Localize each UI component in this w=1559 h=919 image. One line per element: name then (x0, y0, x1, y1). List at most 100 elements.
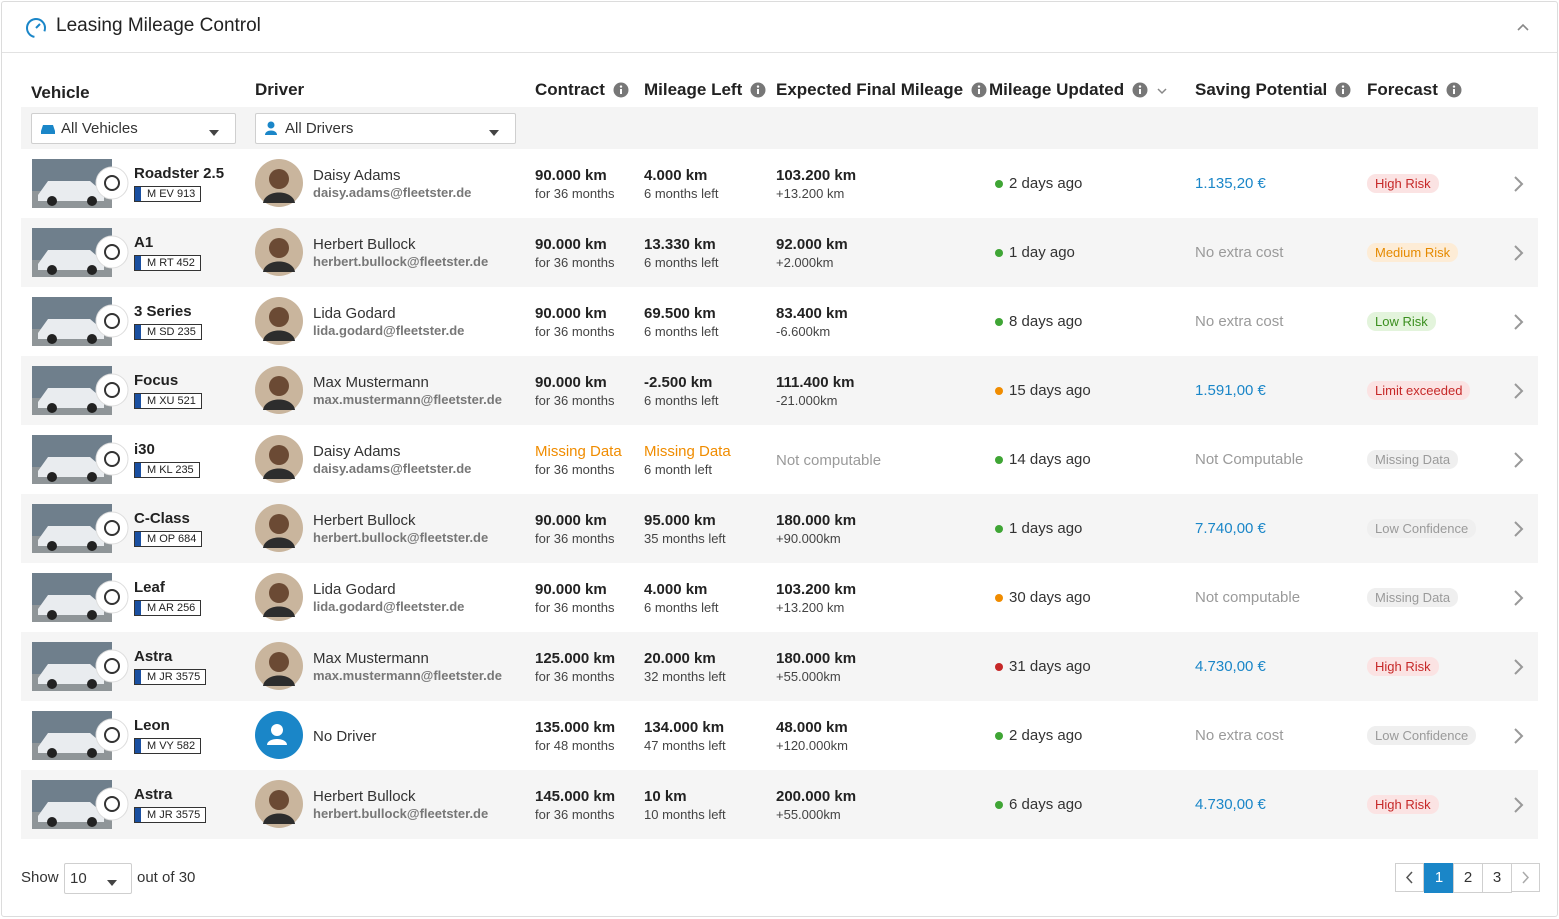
saving-potential: No extra cost (1195, 313, 1284, 330)
value-main: 4.000 km (644, 581, 708, 598)
brand-logo (95, 511, 129, 545)
driver-email: herbert.bullock@fleetster.de (313, 530, 489, 545)
driver-name: Max Mustermann (313, 374, 429, 391)
value-main: 90.000 km (535, 374, 607, 391)
plate-strip (135, 601, 141, 615)
forecast-badge: Missing Data (1367, 450, 1459, 469)
column-header: Forecast (1367, 80, 1438, 99)
value-main: 111.400 km (776, 374, 855, 391)
driver-avatar (255, 435, 303, 483)
filter-dropdown[interactable]: All Vehicles (31, 113, 236, 144)
value-sub: for 36 months (535, 531, 615, 546)
page-button[interactable]: 3 (1482, 863, 1512, 893)
page-button[interactable]: 2 (1453, 863, 1483, 893)
row-chevron[interactable] (1511, 175, 1525, 193)
total-label: out of 30 (137, 869, 196, 886)
updated-text: 1 day ago (1009, 244, 1075, 261)
row-chevron[interactable] (1511, 244, 1525, 262)
value-main: 90.000 km (535, 236, 607, 253)
forecast-badge: Limit exceeded (1367, 381, 1471, 400)
value-sub: 35 months left (644, 531, 726, 546)
driver-avatar (255, 504, 303, 552)
info-icon (750, 82, 766, 98)
brand-logo (95, 304, 129, 338)
prev-page[interactable] (1395, 863, 1424, 892)
column-header: Saving Potential (1195, 80, 1328, 99)
next-page[interactable] (1511, 863, 1540, 892)
brand-logo (95, 442, 129, 476)
driver-email: herbert.bullock@fleetster.de (313, 806, 489, 821)
panel-title: Leasing Mileage Control (56, 15, 261, 36)
brand-logo (95, 580, 129, 614)
info-icon (1335, 82, 1351, 98)
value-sub: for 48 months (535, 738, 615, 753)
filter-dropdown[interactable]: All Drivers (255, 113, 516, 144)
brand-logo (95, 166, 129, 200)
vehicle-name: Astra (134, 648, 173, 665)
column-header: Driver (255, 80, 305, 99)
status-dot (995, 525, 1003, 533)
saving-potential: Not computable (1195, 589, 1301, 606)
value-main: 103.200 km (776, 167, 857, 184)
gauge-icon (26, 18, 46, 38)
driver-avatar (255, 159, 303, 207)
forecast-badge: Low Risk (1367, 312, 1436, 331)
vehicle-photo (32, 366, 112, 415)
driver-name: Lida Godard (313, 581, 396, 598)
info-icon (1446, 82, 1462, 98)
collapse-button[interactable] (1515, 20, 1531, 34)
dropdown-caret (489, 124, 499, 142)
value-sub: 6 months left (644, 186, 719, 201)
license-plate: M SD 235 (134, 324, 202, 340)
plate-strip (135, 670, 141, 684)
value-main: 20.000 km (644, 650, 716, 667)
status-dot (995, 318, 1003, 326)
row-chevron[interactable] (1511, 727, 1525, 745)
value-sub: for 36 months (535, 324, 615, 339)
value-sub: for 36 months (535, 807, 615, 822)
row-chevron[interactable] (1511, 451, 1525, 469)
row-chevron[interactable] (1511, 796, 1525, 814)
value-main: 13.330 km (644, 236, 716, 253)
value-main: Missing Data (644, 443, 731, 460)
plate-strip (135, 463, 141, 477)
row-chevron[interactable] (1511, 589, 1525, 607)
row-chevron[interactable] (1511, 313, 1525, 331)
saving-potential: 7.740,00 € (1195, 520, 1266, 537)
value-main: 48.000 km (776, 719, 848, 736)
status-dot (995, 249, 1003, 257)
value-main: 83.400 km (776, 305, 848, 322)
value-sub: for 36 months (535, 669, 615, 684)
dropdown-caret (107, 874, 117, 892)
value-sub: 47 months left (644, 738, 726, 753)
driver-name: Daisy Adams (313, 167, 401, 184)
row-chevron[interactable] (1511, 520, 1525, 538)
page-button[interactable]: 1 (1424, 863, 1454, 893)
vehicle-name: C-Class (134, 510, 190, 527)
forecast-badge: Low Confidence (1367, 726, 1477, 745)
page-size-select[interactable]: 10 (64, 863, 132, 894)
status-dot (995, 801, 1003, 809)
dropdown-caret (209, 124, 219, 142)
row-chevron[interactable] (1511, 658, 1525, 676)
license-plate: M RT 452 (134, 255, 201, 271)
license-plate: M VY 582 (134, 738, 202, 754)
license-plate: M JR 3575 (134, 669, 207, 685)
value-main: 10 km (644, 788, 687, 805)
license-plate: M OP 684 (134, 531, 203, 547)
driver-email: max.mustermann@fleetster.de (313, 392, 502, 407)
value-sub: 6 month left (644, 462, 712, 477)
value-sub: +2.000km (776, 255, 834, 270)
value-main: 103.200 km (776, 581, 857, 598)
driver-avatar (255, 297, 303, 345)
value-main: Not computable (776, 452, 882, 469)
updated-text: 14 days ago (1009, 451, 1091, 468)
status-dot (995, 732, 1003, 740)
sort-button[interactable] (1156, 84, 1168, 96)
driver-email: lida.godard@fleetster.de (313, 599, 465, 614)
forecast-badge: Missing Data (1367, 588, 1459, 607)
column-header: Expected Final Mileage (776, 80, 964, 99)
row-chevron[interactable] (1511, 382, 1525, 400)
forecast-badge: Low Confidence (1367, 519, 1477, 538)
